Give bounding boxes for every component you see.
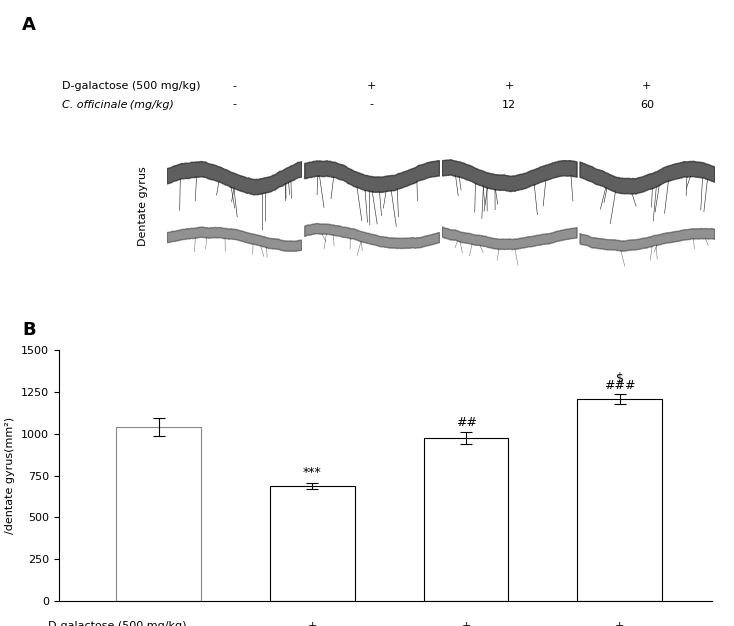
Bar [578, 399, 662, 601]
Text: +: + [367, 81, 377, 91]
Bar [424, 438, 509, 601]
Text: +: + [462, 620, 470, 626]
Text: B: B [22, 321, 36, 339]
Text: ##: ## [456, 416, 476, 429]
Text: C. officinale (mg/kg): C. officinale (mg/kg) [62, 100, 174, 110]
Text: D-galactose (500 mg/kg): D-galactose (500 mg/kg) [62, 81, 201, 91]
Text: -: - [232, 81, 236, 91]
Text: -: - [156, 620, 161, 626]
Text: D-galactose (500 mg/kg): D-galactose (500 mg/kg) [48, 620, 186, 626]
Text: 60: 60 [640, 100, 654, 110]
Bar [270, 486, 355, 601]
Text: ***: *** [303, 466, 321, 479]
Text: -: - [232, 100, 236, 110]
Text: 12: 12 [502, 100, 516, 110]
Text: $: $ [616, 372, 624, 385]
Text: +: + [642, 81, 652, 91]
Text: +: + [615, 620, 625, 626]
Text: +: + [308, 620, 317, 626]
Text: ###: ### [604, 379, 636, 392]
Text: -: - [370, 100, 374, 110]
Text: +: + [504, 81, 514, 91]
Y-axis label: DCX positive cell
/dentate gyrus(mm²): DCX positive cell /dentate gyrus(mm²) [0, 417, 15, 534]
Text: A: A [22, 16, 36, 34]
Text: Dentate gyrus: Dentate gyrus [138, 167, 148, 247]
Bar [117, 427, 201, 601]
